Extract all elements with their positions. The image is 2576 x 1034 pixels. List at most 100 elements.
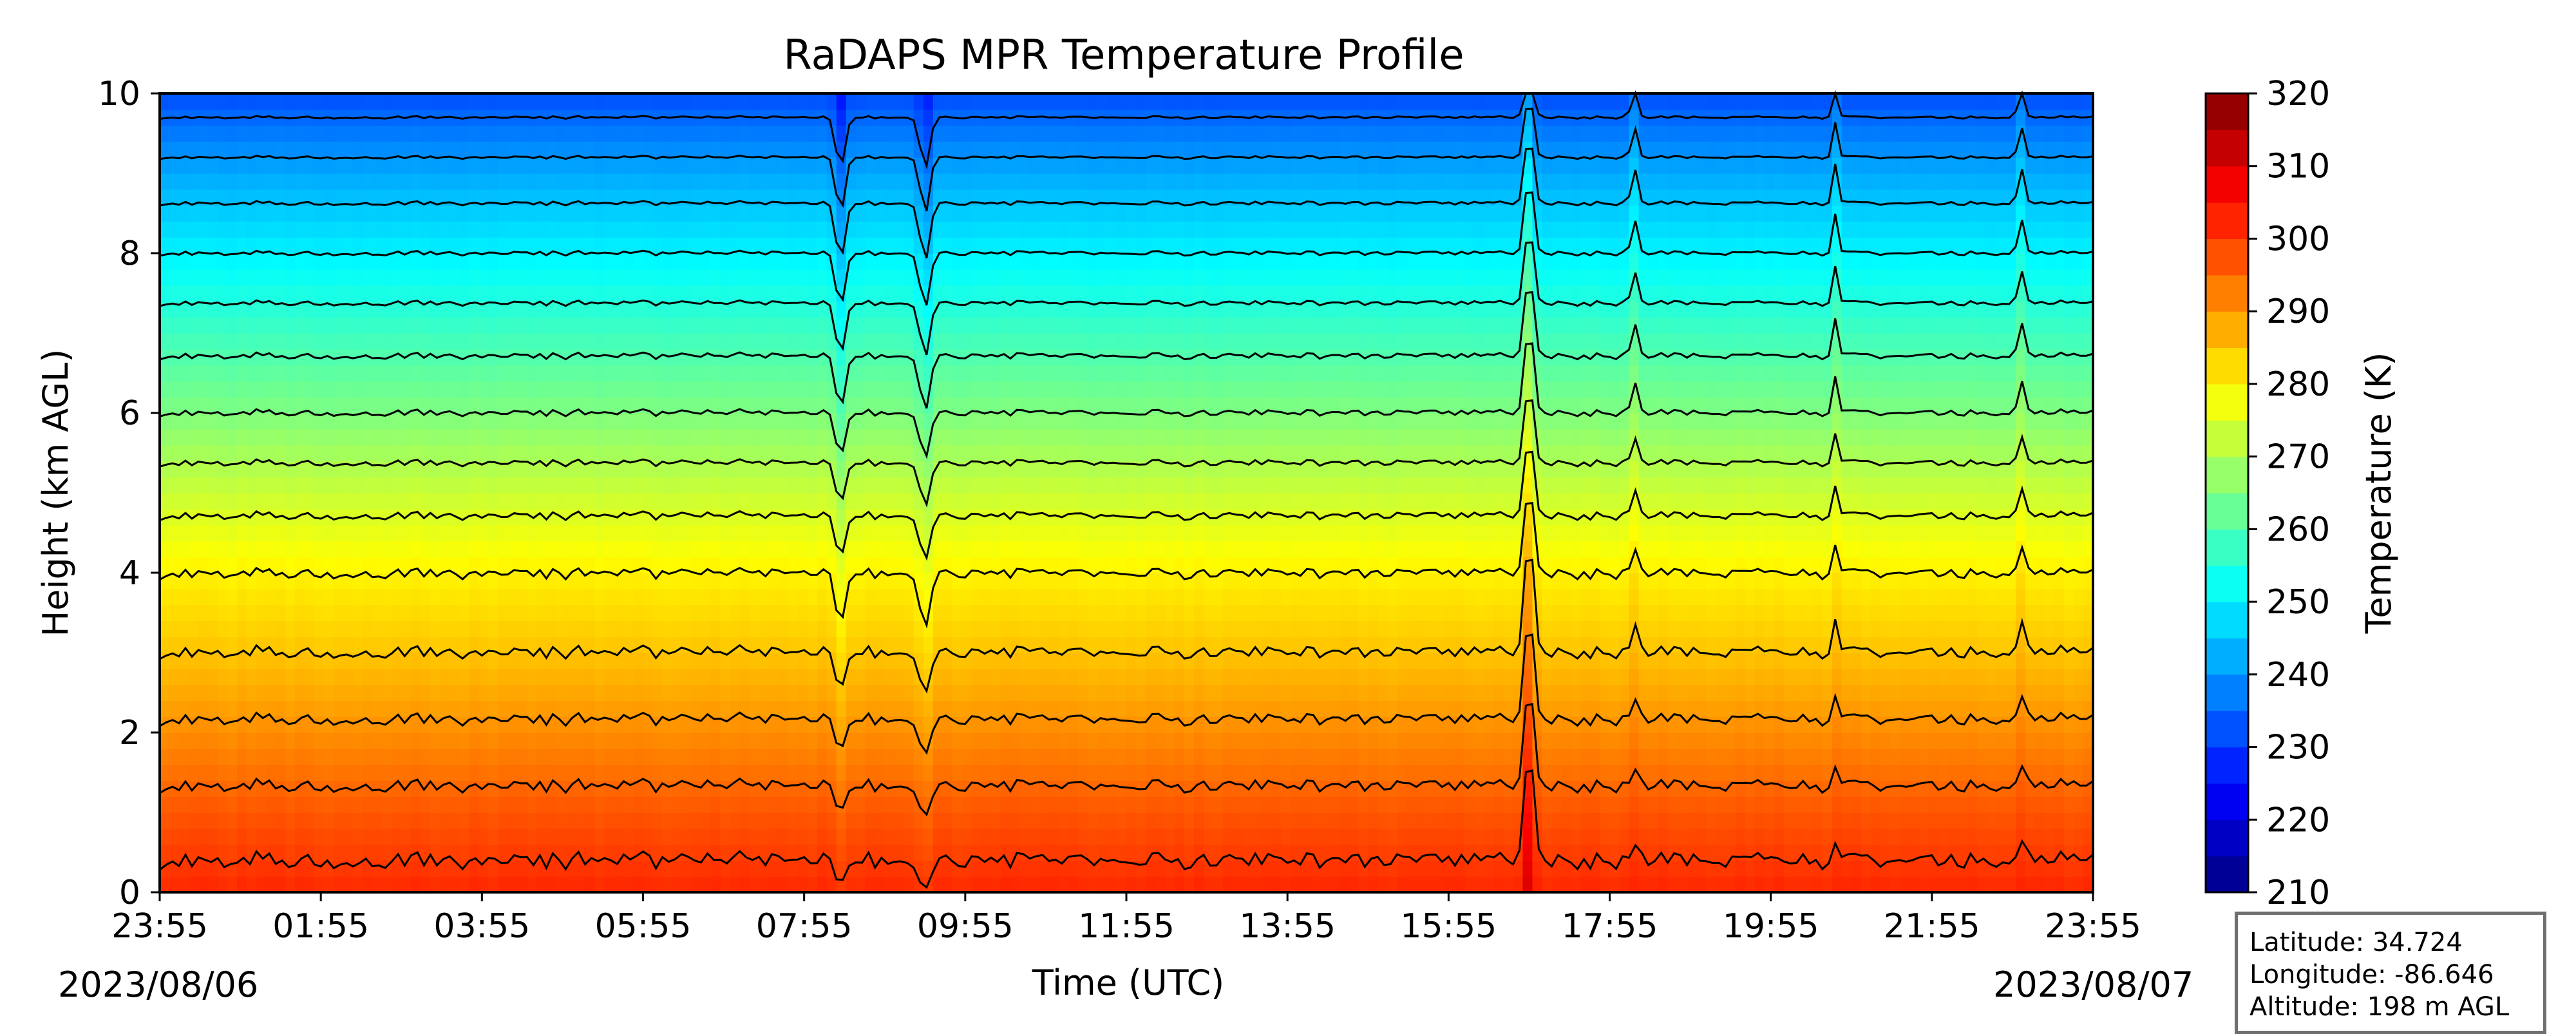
temperature-cell [285, 445, 296, 461]
temperature-cell [681, 269, 692, 286]
temperature-cell [720, 524, 731, 541]
temperature-cell [440, 93, 450, 110]
temperature-cell [672, 493, 683, 510]
temperature-cell [797, 349, 808, 366]
temperature-cell [218, 557, 228, 573]
temperature-cell [942, 748, 953, 765]
temperature-cell [855, 604, 866, 621]
temperature-cell [565, 684, 576, 701]
temperature-cell [594, 365, 605, 381]
temperature-cell [256, 588, 267, 606]
temperature-cell [353, 764, 363, 781]
temperature-cell [614, 812, 625, 829]
temperature-cell [594, 253, 605, 270]
temperature-cell [933, 237, 943, 254]
temperature-cell [160, 413, 170, 430]
temperature-cell [884, 381, 895, 397]
temperature-cell [169, 604, 180, 621]
temperature-cell [411, 205, 421, 222]
temperature-cell [942, 269, 953, 286]
temperature-cell [1058, 253, 1069, 270]
temperature-cell [681, 828, 692, 845]
temperature-cell [875, 684, 886, 701]
temperature-cell [1048, 189, 1059, 206]
temperature-cell [788, 828, 799, 845]
temperature-cell [527, 93, 537, 110]
temperature-cell [256, 333, 267, 350]
temperature-cell [1106, 221, 1117, 238]
temperature-cell [1097, 333, 1108, 350]
temperature-cell [237, 844, 247, 861]
temperature-cell [536, 732, 547, 749]
temperature-cell [247, 477, 257, 493]
temperature-cell [392, 221, 402, 238]
temperature-cell [662, 381, 673, 397]
temperature-cell [614, 477, 625, 493]
temperature-cell [990, 428, 1001, 446]
temperature-cell [691, 828, 702, 845]
temperature-cell [904, 812, 914, 829]
temperature-cell [382, 700, 392, 717]
temperature-cell [285, 588, 296, 606]
temperature-cell [353, 157, 363, 174]
temperature-cell [536, 365, 547, 381]
temperature-cell [305, 93, 315, 110]
temperature-cell [759, 812, 770, 829]
temperature-cell [788, 844, 799, 861]
temperature-cell [981, 541, 992, 557]
temperature-cell [179, 93, 189, 110]
temperature-cell [1000, 620, 1011, 637]
temperature-cell [353, 285, 363, 302]
temperature-cell [759, 876, 770, 893]
temperature-cell [952, 477, 963, 493]
temperature-cell [681, 573, 692, 589]
temperature-cell [875, 620, 886, 637]
temperature-cell [469, 812, 479, 829]
temperature-cell [314, 397, 325, 414]
temperature-cell [604, 524, 615, 541]
temperature-cell [1039, 796, 1050, 813]
temperature-cell [623, 653, 634, 669]
temperature-cell [817, 828, 828, 845]
temperature-cell [382, 397, 392, 414]
temperature-cell [730, 684, 741, 701]
temperature-cell [469, 445, 479, 461]
temperature-cell [826, 604, 837, 621]
temperature-cell [604, 221, 615, 238]
temperature-cell [633, 604, 644, 621]
temperature-cell [507, 269, 518, 286]
temperature-cell [266, 157, 276, 174]
temperature-cell [672, 381, 683, 397]
temperature-cell [169, 477, 180, 493]
temperature-cell [536, 860, 547, 877]
temperature-cell [759, 541, 770, 557]
temperature-cell [981, 764, 992, 781]
temperature-cell [633, 684, 644, 701]
temperature-cell [353, 253, 363, 270]
temperature-cell [343, 716, 354, 733]
temperature-cell [778, 381, 789, 397]
temperature-cell [623, 461, 634, 477]
temperature-cell [488, 301, 498, 318]
temperature-cell [1019, 524, 1030, 541]
temperature-cell [797, 317, 808, 334]
temperature-cell [266, 493, 276, 510]
temperature-cell [604, 285, 615, 302]
temperature-cell [933, 397, 943, 414]
temperature-cell [1097, 205, 1108, 222]
temperature-cell [1077, 413, 1088, 430]
temperature-cell [392, 285, 402, 302]
temperature-cell [1048, 684, 1059, 701]
temperature-cell [459, 189, 469, 206]
temperature-cell [1068, 173, 1079, 190]
temperature-cell [218, 524, 228, 541]
temperature-cell [614, 573, 625, 589]
temperature-cell [517, 397, 527, 414]
temperature-cell [1029, 508, 1040, 526]
temperature-cell [981, 269, 992, 286]
temperature-cell [691, 541, 702, 557]
temperature-cell [285, 700, 296, 717]
temperature-cell [1106, 716, 1117, 733]
temperature-cell [643, 428, 654, 446]
temperature-cell [672, 237, 683, 254]
